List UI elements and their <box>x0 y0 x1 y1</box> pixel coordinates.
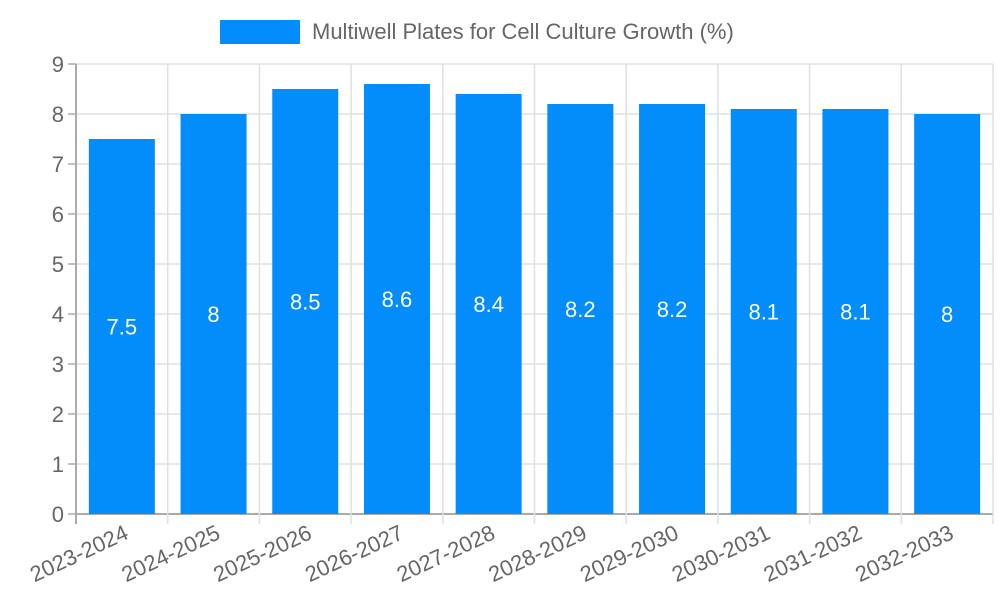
bar[interactable] <box>639 104 706 514</box>
bar[interactable] <box>363 84 430 514</box>
x-tick-label: 2027-2028 <box>393 520 499 587</box>
bar-value-label: 8.1 <box>840 300 871 325</box>
bar[interactable] <box>547 104 614 514</box>
chart-legend[interactable]: Multiwell Plates for Cell Culture Growth… <box>220 19 734 44</box>
y-tick-label: 5 <box>52 252 64 277</box>
y-axis-ticks: 0 1 2 3 4 5 6 7 8 9 <box>52 52 76 527</box>
bar[interactable] <box>730 109 797 514</box>
y-tick-label: 7 <box>52 152 64 177</box>
bar-value-label: 8.4 <box>473 292 504 317</box>
bar-value-label: 8.2 <box>657 297 688 322</box>
x-tick-label: 2029-2030 <box>576 520 682 587</box>
bar-value-label: 7.5 <box>107 315 138 340</box>
y-tick-label: 8 <box>52 102 64 127</box>
x-tick-label: 2028-2029 <box>485 520 591 587</box>
x-tick-label: 2030-2031 <box>668 520 774 587</box>
x-tick-label: 2031-2032 <box>760 520 866 587</box>
bar[interactable] <box>455 94 522 514</box>
bar[interactable] <box>180 114 247 514</box>
x-axis-ticks: 2023-20242024-20252025-20262026-20272027… <box>26 520 957 587</box>
legend-label: Multiwell Plates for Cell Culture Growth… <box>312 19 734 44</box>
bar-value-label: 8.5 <box>290 290 321 315</box>
bar[interactable] <box>914 114 981 514</box>
y-tick-label: 6 <box>52 202 64 227</box>
y-tick-label: 0 <box>52 502 64 527</box>
bar-value-label: 8 <box>207 302 219 327</box>
bar-value-label: 8 <box>941 302 953 327</box>
bar-value-label: 8.1 <box>748 300 779 325</box>
x-tick-label: 2024-2025 <box>118 520 224 587</box>
bar-value-label: 8.2 <box>565 297 596 322</box>
y-tick-label: 2 <box>52 402 64 427</box>
y-tick-label: 9 <box>52 52 64 77</box>
legend-swatch <box>220 20 300 44</box>
y-tick-label: 4 <box>52 302 64 327</box>
bar[interactable] <box>88 139 155 514</box>
bar-value-label: 8.6 <box>382 287 413 312</box>
bars: 7.5 8 8.5 8.6 8.4 8.2 8.2 8.1 8.1 8 <box>88 84 981 514</box>
y-tick-label: 1 <box>52 452 64 477</box>
x-tick-label: 2025-2026 <box>209 520 315 587</box>
x-tick-label: 2026-2027 <box>301 520 407 587</box>
x-tick-label: 2032-2033 <box>851 520 957 587</box>
x-tick-label: 2023-2024 <box>26 520 132 587</box>
bar[interactable] <box>822 109 889 514</box>
y-tick-label: 3 <box>52 352 64 377</box>
bar[interactable] <box>272 89 339 514</box>
